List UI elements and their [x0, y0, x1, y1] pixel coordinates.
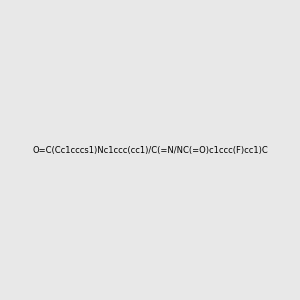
Text: O=C(Cc1cccs1)Nc1ccc(cc1)/C(=N/NC(=O)c1ccc(F)cc1)C: O=C(Cc1cccs1)Nc1ccc(cc1)/C(=N/NC(=O)c1cc…: [32, 146, 268, 154]
